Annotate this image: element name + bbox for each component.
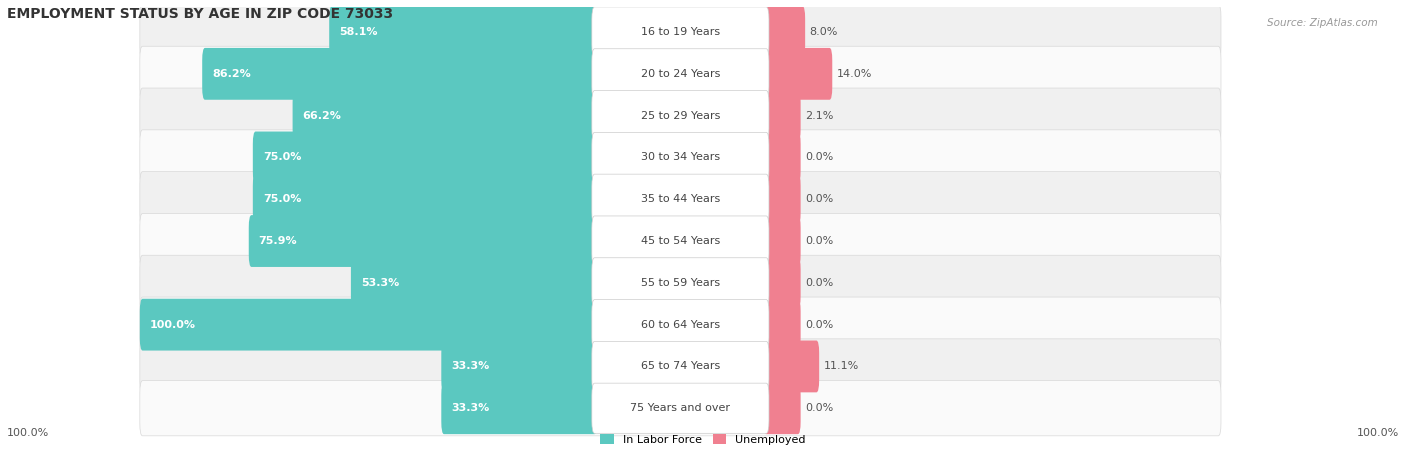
FancyBboxPatch shape: [139, 88, 1220, 143]
Text: 100.0%: 100.0%: [7, 428, 49, 437]
FancyBboxPatch shape: [292, 90, 598, 142]
FancyBboxPatch shape: [763, 173, 800, 225]
FancyBboxPatch shape: [441, 382, 598, 434]
FancyBboxPatch shape: [202, 48, 598, 100]
FancyBboxPatch shape: [763, 341, 820, 392]
FancyBboxPatch shape: [592, 49, 769, 99]
FancyBboxPatch shape: [592, 216, 769, 266]
FancyBboxPatch shape: [139, 339, 1220, 394]
Text: 30 to 34 Years: 30 to 34 Years: [641, 153, 720, 162]
FancyBboxPatch shape: [249, 215, 598, 267]
Text: 65 to 74 Years: 65 to 74 Years: [641, 361, 720, 371]
Text: 55 to 59 Years: 55 to 59 Years: [641, 278, 720, 288]
FancyBboxPatch shape: [592, 132, 769, 183]
Text: 25 to 29 Years: 25 to 29 Years: [641, 111, 720, 121]
FancyBboxPatch shape: [139, 299, 598, 351]
Text: 11.1%: 11.1%: [824, 361, 859, 371]
Text: 0.0%: 0.0%: [806, 278, 834, 288]
Text: 20 to 24 Years: 20 to 24 Years: [641, 69, 720, 79]
Text: 66.2%: 66.2%: [302, 111, 342, 121]
FancyBboxPatch shape: [139, 4, 1220, 59]
FancyBboxPatch shape: [253, 173, 598, 225]
Text: 75.9%: 75.9%: [259, 236, 297, 246]
Text: 100.0%: 100.0%: [1357, 428, 1399, 437]
Text: 75.0%: 75.0%: [263, 153, 301, 162]
FancyBboxPatch shape: [329, 6, 598, 58]
Text: 33.3%: 33.3%: [451, 361, 489, 371]
FancyBboxPatch shape: [139, 130, 1220, 185]
FancyBboxPatch shape: [763, 48, 832, 100]
FancyBboxPatch shape: [763, 90, 800, 142]
FancyBboxPatch shape: [592, 300, 769, 350]
Text: 35 to 44 Years: 35 to 44 Years: [641, 194, 720, 204]
Text: 75.0%: 75.0%: [263, 194, 301, 204]
FancyBboxPatch shape: [139, 297, 1220, 352]
Text: EMPLOYMENT STATUS BY AGE IN ZIP CODE 73033: EMPLOYMENT STATUS BY AGE IN ZIP CODE 730…: [7, 7, 394, 21]
FancyBboxPatch shape: [763, 215, 800, 267]
FancyBboxPatch shape: [139, 171, 1220, 227]
FancyBboxPatch shape: [763, 257, 800, 309]
Text: 53.3%: 53.3%: [361, 278, 399, 288]
FancyBboxPatch shape: [139, 46, 1220, 101]
Text: 16 to 19 Years: 16 to 19 Years: [641, 27, 720, 37]
FancyBboxPatch shape: [253, 131, 598, 183]
Text: 14.0%: 14.0%: [837, 69, 872, 79]
FancyBboxPatch shape: [592, 258, 769, 308]
Text: 33.3%: 33.3%: [451, 403, 489, 413]
FancyBboxPatch shape: [763, 131, 800, 183]
FancyBboxPatch shape: [139, 213, 1220, 269]
Text: 75 Years and over: 75 Years and over: [630, 403, 730, 413]
Text: 0.0%: 0.0%: [806, 194, 834, 204]
Text: 8.0%: 8.0%: [810, 27, 838, 37]
FancyBboxPatch shape: [763, 6, 806, 58]
Text: 45 to 54 Years: 45 to 54 Years: [641, 236, 720, 246]
Text: Source: ZipAtlas.com: Source: ZipAtlas.com: [1267, 18, 1378, 28]
Text: 100.0%: 100.0%: [150, 320, 195, 330]
Text: 86.2%: 86.2%: [212, 69, 250, 79]
Text: 0.0%: 0.0%: [806, 403, 834, 413]
FancyBboxPatch shape: [592, 174, 769, 224]
Text: 0.0%: 0.0%: [806, 153, 834, 162]
FancyBboxPatch shape: [592, 342, 769, 392]
FancyBboxPatch shape: [763, 382, 800, 434]
FancyBboxPatch shape: [139, 381, 1220, 436]
FancyBboxPatch shape: [592, 90, 769, 141]
FancyBboxPatch shape: [352, 257, 598, 309]
FancyBboxPatch shape: [592, 383, 769, 433]
FancyBboxPatch shape: [139, 255, 1220, 310]
Text: 60 to 64 Years: 60 to 64 Years: [641, 320, 720, 330]
FancyBboxPatch shape: [441, 341, 598, 392]
Text: 0.0%: 0.0%: [806, 320, 834, 330]
Text: 2.1%: 2.1%: [806, 111, 834, 121]
FancyBboxPatch shape: [592, 7, 769, 57]
FancyBboxPatch shape: [763, 299, 800, 351]
Text: 0.0%: 0.0%: [806, 236, 834, 246]
Text: 58.1%: 58.1%: [339, 27, 378, 37]
Legend: In Labor Force, Unemployed: In Labor Force, Unemployed: [600, 434, 806, 445]
